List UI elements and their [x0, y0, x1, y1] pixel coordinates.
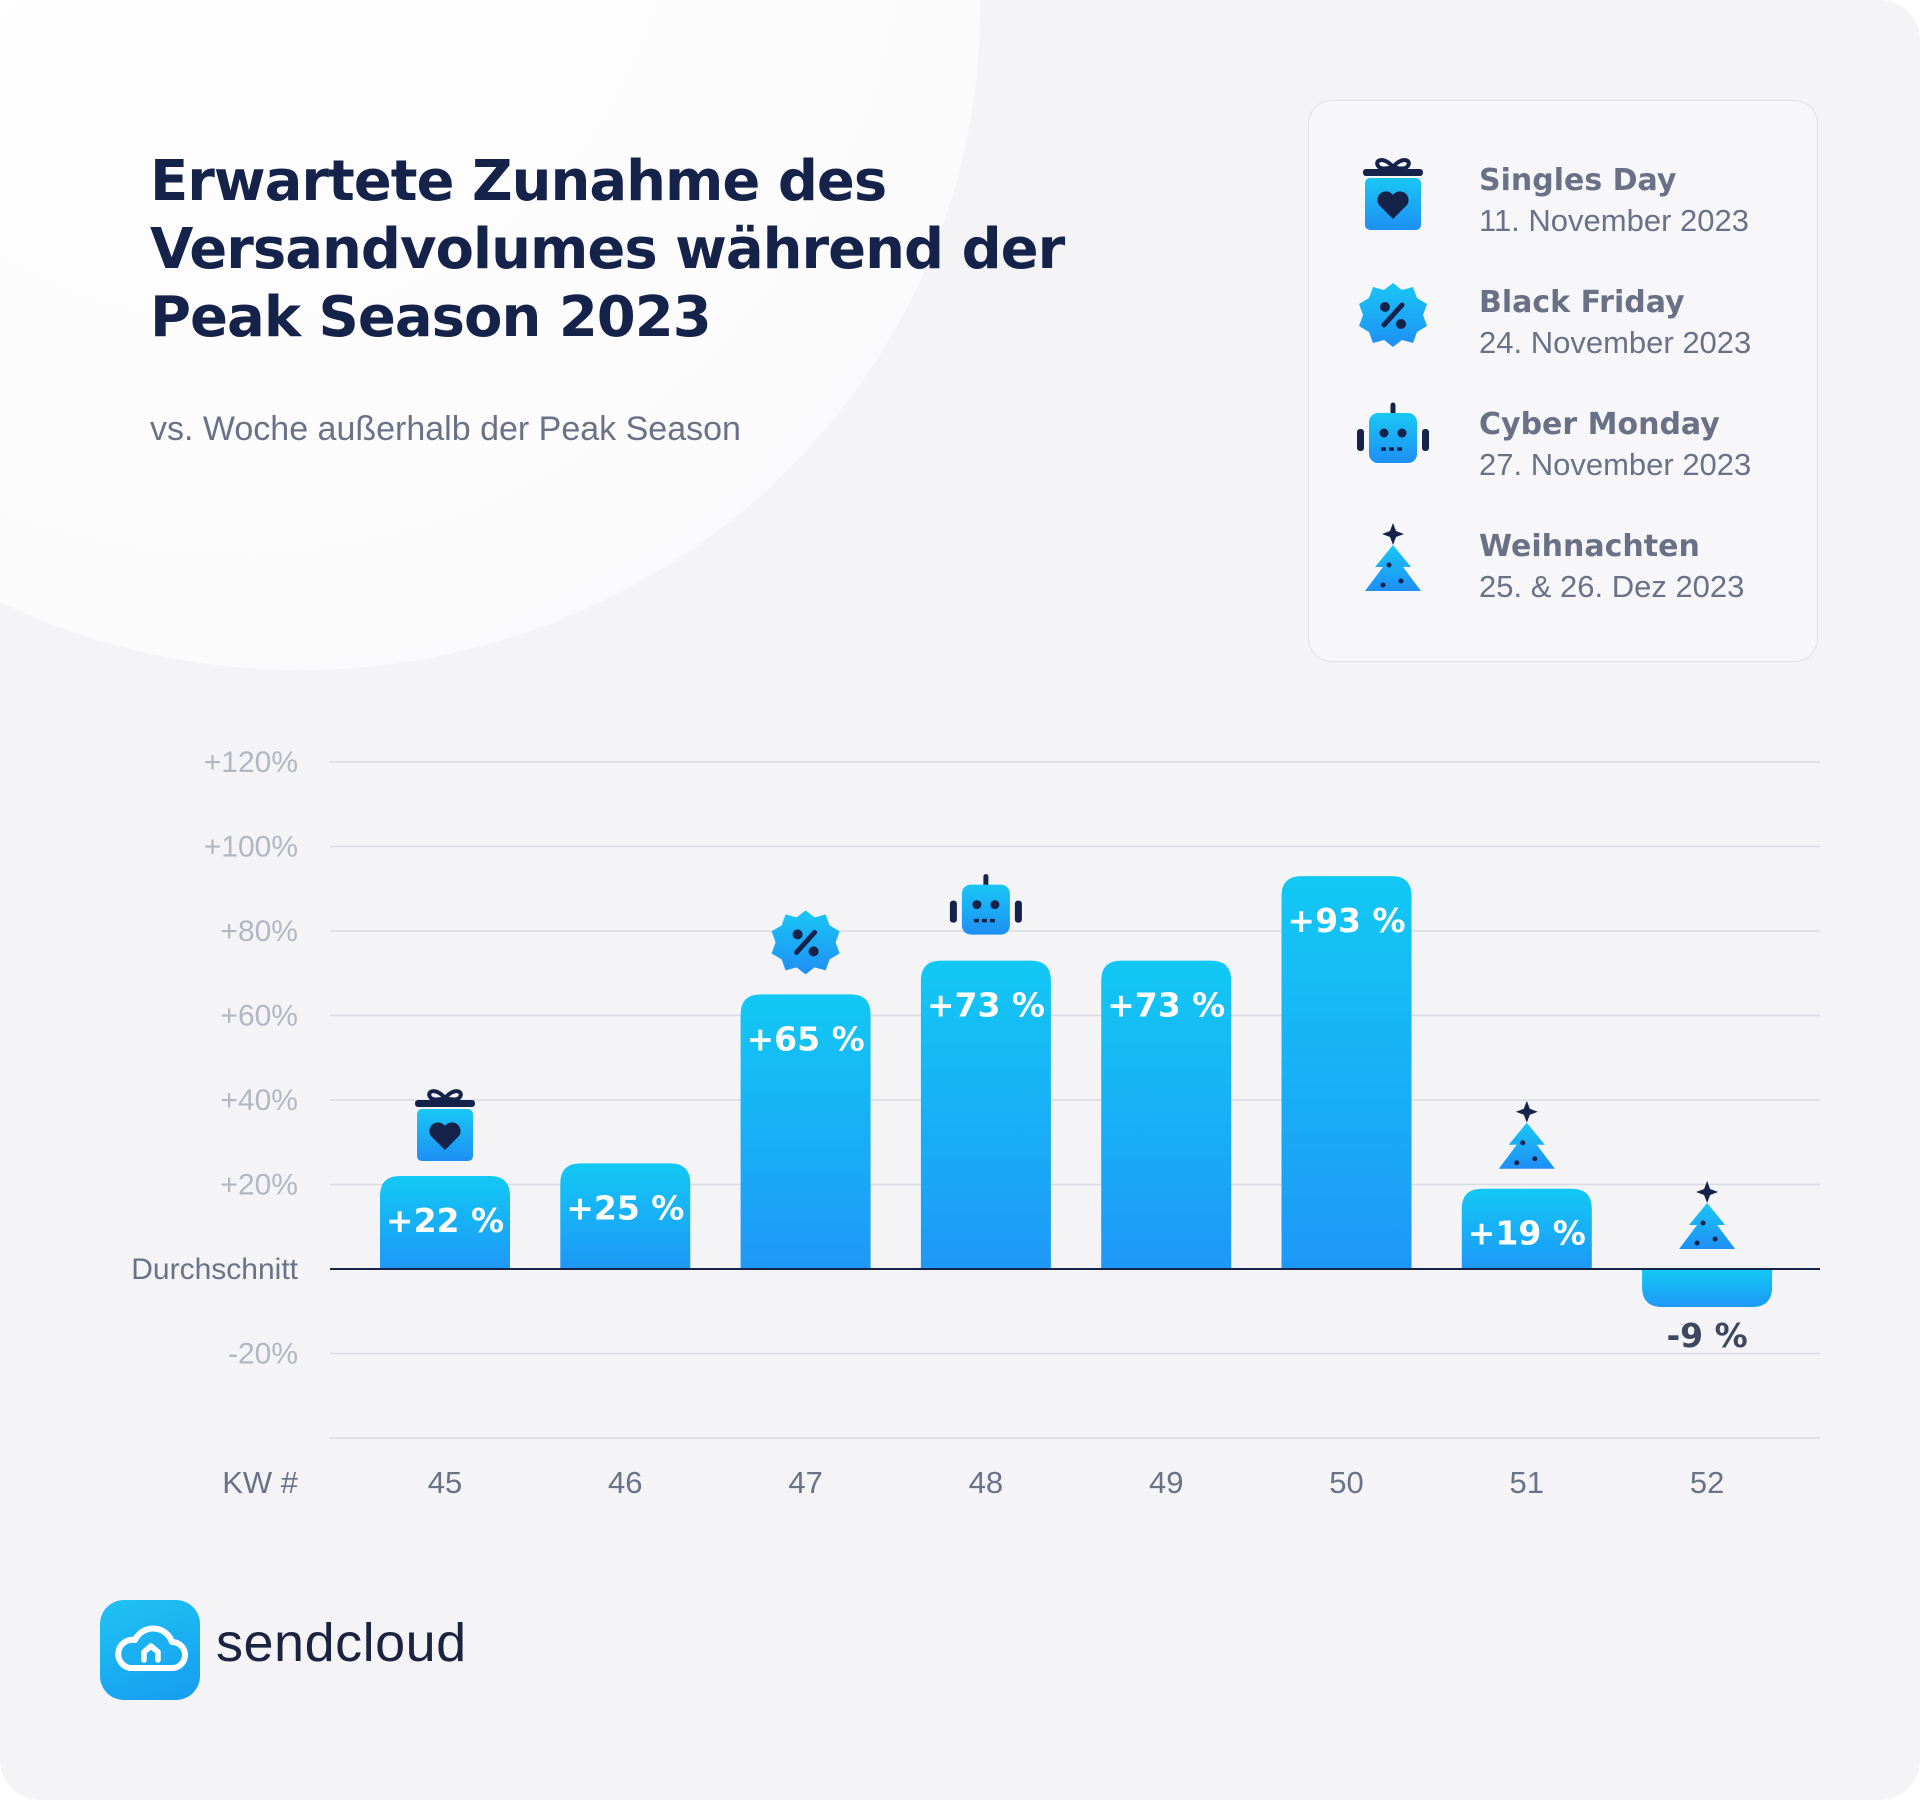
- brand-name: sendcloud: [216, 1613, 467, 1673]
- event-markers: [415, 874, 1736, 1249]
- legend-item-weihnachten: Weihnachten 25. & 26. Dez 2023: [1309, 519, 1817, 619]
- x-tick-label: 52: [1690, 1465, 1724, 1500]
- christmas-tree-icon: [1679, 1181, 1736, 1249]
- page-subtitle: vs. Woche außerhalb der Peak Season: [150, 410, 741, 448]
- x-tick-label: 48: [969, 1465, 1003, 1500]
- y-tick-label: -20%: [228, 1338, 298, 1371]
- x-tick-label: 47: [788, 1465, 822, 1500]
- bar-value-label: +19 %: [1468, 1214, 1586, 1253]
- y-tick-label: +40%: [220, 1084, 298, 1117]
- x-tick-label: 50: [1329, 1465, 1363, 1500]
- x-axis-title: KW #: [222, 1465, 299, 1500]
- bar-value-label: +25 %: [566, 1188, 684, 1227]
- legend-item-singles-day: Singles Day 11. November 2023: [1309, 153, 1817, 253]
- x-tick-label: 46: [608, 1465, 642, 1500]
- percent-badge-icon: [771, 910, 840, 975]
- y-tick-label: Durchschnitt: [131, 1253, 298, 1286]
- legend-item-black-friday: Black Friday 24. November 2023: [1309, 275, 1817, 375]
- robot-icon: [1353, 397, 1433, 477]
- robot-icon: [949, 874, 1022, 935]
- bar-value-label: +73 %: [1107, 986, 1225, 1025]
- grid-lines: [330, 761, 1820, 1439]
- percent-badge-icon: [1353, 275, 1433, 355]
- bar: [1461, 1188, 1592, 1269]
- x-tick-label: 49: [1149, 1465, 1183, 1500]
- legend-event-date: 11. November 2023: [1479, 203, 1749, 238]
- bar: [920, 960, 1051, 1269]
- bars: +22 % +25 % +65 % +73 % +73 % +93 % +19 % -9 %: [380, 876, 1773, 1355]
- bar-value-label: -9 %: [1666, 1316, 1747, 1355]
- y-tick-label: +120%: [204, 746, 298, 779]
- bar: [1281, 876, 1412, 1269]
- legend-event-name: Weihnachten: [1479, 529, 1700, 564]
- event-legend: Singles Day 11. November 2023 Black Frid…: [1308, 100, 1818, 662]
- sendcloud-logo: [100, 1600, 200, 1700]
- page-title: Erwartete Zunahme des Versandvolumes wäh…: [150, 149, 1065, 350]
- cloud-home-icon: [115, 1625, 188, 1671]
- y-tick-label: +100%: [204, 831, 298, 864]
- bar-value-label: +73 %: [927, 986, 1045, 1025]
- legend-event-name: Singles Day: [1479, 163, 1677, 198]
- bar: [560, 1163, 691, 1269]
- bar: [380, 1176, 510, 1269]
- bar: [1642, 1269, 1773, 1308]
- gift-heart-icon: [415, 1089, 475, 1162]
- y-tick-label: +80%: [220, 915, 298, 948]
- legend-event-date: 25. & 26. Dez 2023: [1479, 569, 1745, 604]
- legend-event-date: 24. November 2023: [1479, 325, 1752, 360]
- bar: [740, 994, 871, 1269]
- x-tick-label: 51: [1510, 1465, 1544, 1500]
- gift-heart-icon: [1353, 153, 1433, 233]
- bar-value-label: +93 %: [1287, 901, 1405, 940]
- bar: [1101, 960, 1232, 1269]
- x-axis-labels: 45 46 47 48 49 50 51 52 KW #: [222, 1465, 1724, 1500]
- legend-event-name: Black Friday: [1479, 285, 1685, 320]
- y-tick-label: +20%: [220, 1169, 298, 1202]
- x-tick-label: 45: [428, 1465, 462, 1500]
- y-tick-label: +60%: [220, 1000, 298, 1033]
- legend-event-name: Cyber Monday: [1479, 407, 1720, 442]
- bar-value-label: +22 %: [386, 1201, 504, 1240]
- christmas-tree-icon: [1498, 1100, 1555, 1169]
- christmas-tree-icon: [1353, 519, 1433, 599]
- legend-event-date: 27. November 2023: [1479, 447, 1752, 482]
- y-axis-labels: +120% +100% +80% +60% +40% +20% Durchschnitt -2…: [131, 746, 298, 1371]
- legend-item-cyber-monday: Cyber Monday 27. November 2023: [1309, 397, 1817, 497]
- bar-value-label: +65 %: [747, 1019, 865, 1058]
